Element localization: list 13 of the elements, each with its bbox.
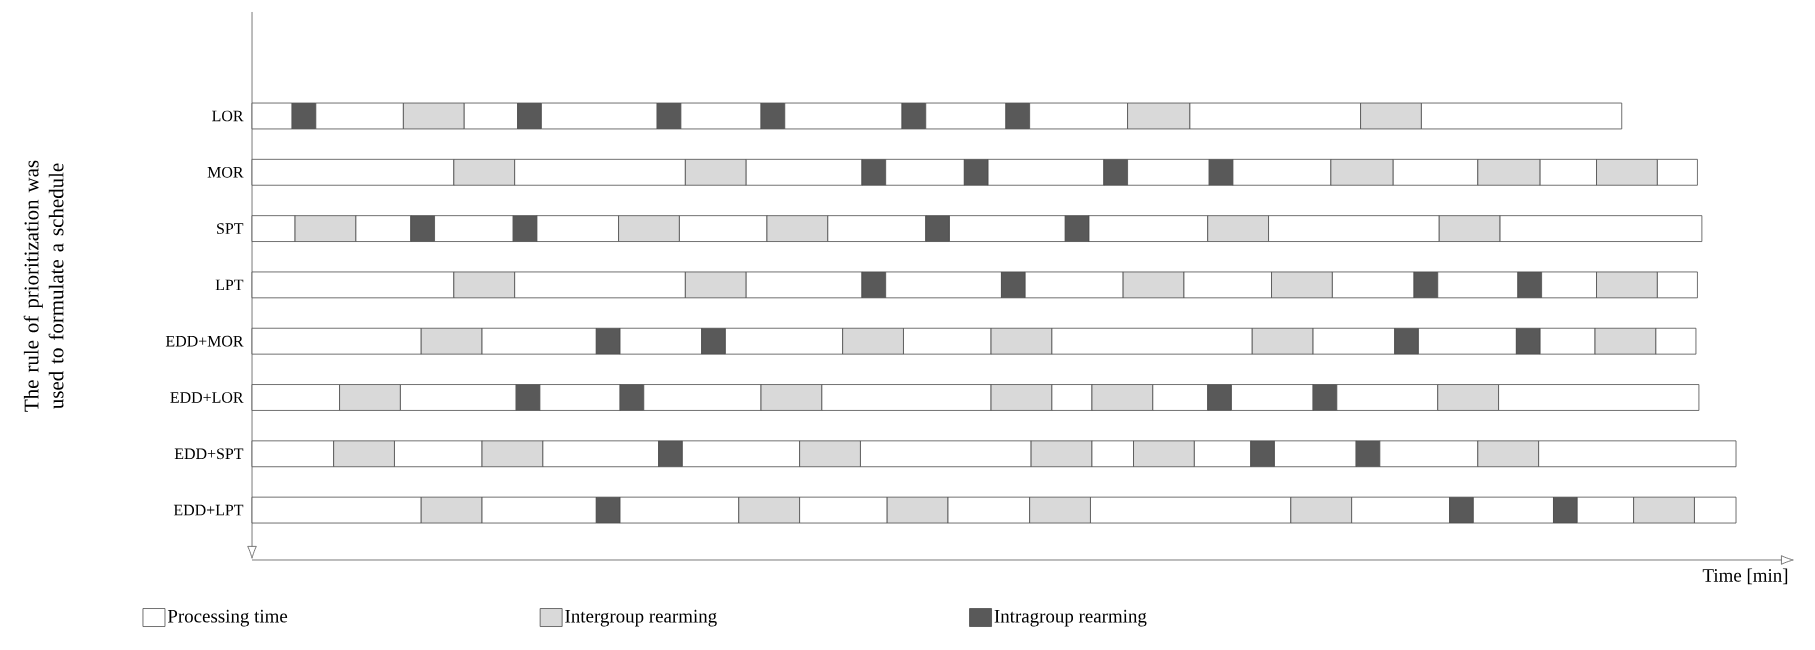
y-axis-title: The rule of prioritization was used to formulate a schedule	[23, 160, 64, 412]
legend-label: Processing time	[167, 609, 288, 627]
legend-label: Intragroup rearming	[994, 609, 1147, 627]
y-tick-label: MOR	[207, 166, 244, 178]
y-tick-label: LOR	[212, 110, 244, 122]
y-tick-label: EDD+LOR	[170, 392, 244, 403]
y-tick-label: LPT	[215, 279, 244, 291]
y-tick-label: EDD+MOR	[165, 335, 244, 347]
y-tick-label: SPT	[217, 223, 244, 234]
y-tick-label: EDD+LPT	[173, 504, 244, 516]
y-tick-label: EDD+SPT	[174, 448, 244, 460]
legend-label: Intergroup rearming	[565, 609, 717, 627]
x-axis-title: Time [min]	[1702, 568, 1788, 585]
